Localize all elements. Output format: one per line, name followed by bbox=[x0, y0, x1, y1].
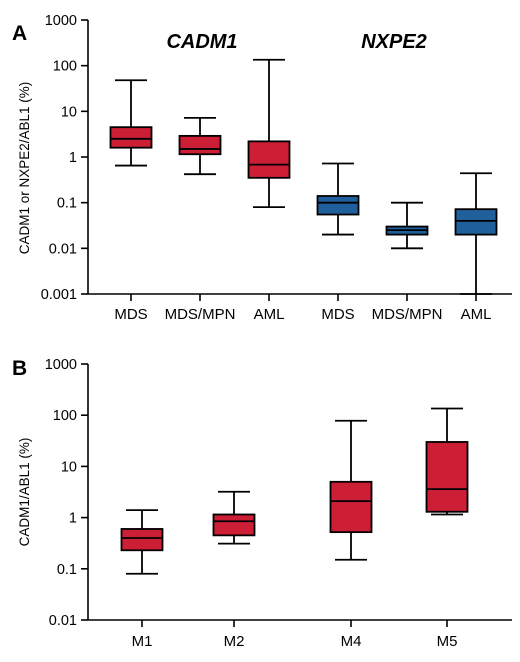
box-iqr bbox=[425, 441, 469, 513]
x-tick-label: MDS/MPN bbox=[372, 306, 443, 323]
y-tick-label: 0.1 bbox=[57, 196, 77, 212]
box-iqr bbox=[247, 140, 291, 179]
box-iqr bbox=[316, 195, 360, 216]
box-aml bbox=[247, 58, 291, 208]
box-iqr bbox=[120, 528, 164, 552]
y-axis-b: 0.01 0.1 1 10 100 1000 bbox=[45, 357, 89, 629]
y-axis-a: 0.001 0.01 0.1 1 10 100 1000 bbox=[41, 13, 89, 303]
x-tick-label: M4 bbox=[341, 633, 362, 650]
x-tick-label: MDS bbox=[321, 306, 354, 323]
box-mds-mpn bbox=[385, 201, 429, 250]
x-tick-label: MDS bbox=[114, 306, 147, 323]
x-axis-b: M1 M2 M4 M5 bbox=[88, 619, 512, 650]
panel-b-letter: B bbox=[12, 357, 27, 380]
box-mds bbox=[316, 162, 360, 236]
box-m1 bbox=[120, 509, 164, 575]
y-tick-label: 0.01 bbox=[49, 613, 77, 629]
box-iqr bbox=[109, 126, 153, 149]
box-mds bbox=[109, 79, 153, 167]
x-tick-label: MDS/MPN bbox=[165, 306, 236, 323]
x-tick-label: AML bbox=[254, 306, 285, 323]
box-iqr bbox=[178, 134, 222, 156]
boxes-a bbox=[109, 58, 498, 295]
box-mds-mpn bbox=[178, 116, 222, 176]
y-tick-label: 1 bbox=[69, 150, 77, 166]
y-tick-label: 1 bbox=[69, 511, 77, 527]
y-axis-label-a: CADM1 or NXPE2/ABL1 (%) bbox=[17, 82, 32, 255]
panel-a: A CADM1 NXPE2 CADM1 or NXPE2/ABL1 (%) 0.… bbox=[12, 13, 512, 323]
y-tick-label: 0.001 bbox=[41, 287, 77, 303]
box-iqr bbox=[329, 480, 373, 534]
y-tick-label: 100 bbox=[53, 408, 77, 424]
x-tick-label: M1 bbox=[132, 633, 153, 650]
y-axis-label-b: CADM1/ABL1 (%) bbox=[17, 438, 32, 547]
x-tick-label: M5 bbox=[437, 633, 458, 650]
box-iqr bbox=[212, 513, 256, 537]
y-tick-label: 0.01 bbox=[49, 241, 77, 257]
y-tick-label: 10 bbox=[61, 459, 77, 475]
x-tick-label: AML bbox=[461, 306, 492, 323]
panel-a-letter: A bbox=[12, 22, 27, 45]
y-tick-label: 100 bbox=[53, 59, 77, 75]
group-label-nxpe2: NXPE2 bbox=[361, 31, 427, 53]
y-tick-label: 1000 bbox=[45, 357, 77, 373]
x-tick-label: M2 bbox=[224, 633, 245, 650]
box-m2 bbox=[212, 490, 256, 545]
y-tick-label: 0.1 bbox=[57, 562, 77, 578]
group-label-cadm1: CADM1 bbox=[166, 31, 237, 53]
box-m5 bbox=[425, 407, 469, 516]
y-tick-label: 1000 bbox=[45, 13, 77, 29]
box-m4 bbox=[329, 419, 373, 561]
box-iqr bbox=[454, 208, 498, 236]
box-aml bbox=[454, 172, 498, 295]
x-axis-a: MDS MDS/MPN AML MDS MDS/MPN AML bbox=[88, 293, 512, 323]
boxes-b bbox=[120, 407, 469, 575]
y-tick-label: 10 bbox=[61, 104, 77, 120]
